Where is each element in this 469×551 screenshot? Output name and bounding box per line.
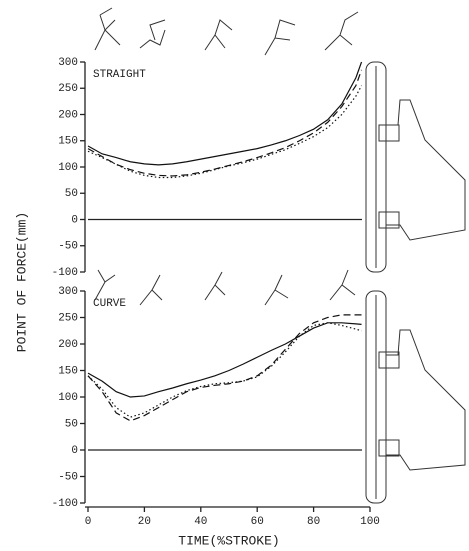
line-series bbox=[87, 69, 363, 177]
line-series bbox=[87, 61, 363, 166]
y-tick-label: 150 bbox=[58, 365, 78, 377]
y-tick-label: -50 bbox=[58, 471, 78, 483]
x-axis-label: TIME(%STROKE) bbox=[178, 533, 279, 548]
y-tick-label: -100 bbox=[52, 267, 78, 279]
panel-title: STRAIGHT bbox=[93, 69, 146, 81]
x-tick-label: 40 bbox=[194, 516, 207, 528]
panel-title: CURVE bbox=[93, 298, 126, 310]
line-series bbox=[87, 322, 362, 418]
y-tick-label: 300 bbox=[58, 57, 78, 69]
y-tick-label: 250 bbox=[58, 83, 78, 95]
y-tick-label: -100 bbox=[52, 498, 78, 510]
line-series bbox=[87, 85, 363, 179]
y-tick-label: 50 bbox=[65, 418, 78, 430]
y-tick-label: 250 bbox=[58, 312, 78, 324]
blade-drawings bbox=[365, 61, 466, 504]
x-tick-label: 100 bbox=[360, 516, 380, 528]
y-tick-label: 0 bbox=[71, 214, 78, 226]
line-series bbox=[87, 322, 362, 398]
y-tick-label: 100 bbox=[58, 162, 78, 174]
x-tick-label: 0 bbox=[85, 516, 92, 528]
y-tick-label: 100 bbox=[58, 392, 78, 404]
x-tick-label: 20 bbox=[138, 516, 151, 528]
y-tick-label: 200 bbox=[58, 339, 78, 351]
skater-figures bbox=[94, 7, 359, 306]
y-tick-label: 200 bbox=[58, 109, 78, 121]
y-tick-label: 50 bbox=[65, 188, 78, 200]
y-tick-label: 150 bbox=[58, 136, 78, 148]
x-tick-label: 80 bbox=[307, 516, 320, 528]
y-tick-label: 0 bbox=[71, 445, 78, 457]
y-tick-label: -50 bbox=[58, 241, 78, 253]
line-series bbox=[87, 314, 362, 422]
y-axis-label: POINT OF FORCE(mm) bbox=[14, 212, 29, 352]
y-tick-label: 300 bbox=[58, 286, 78, 298]
x-tick-label: 60 bbox=[251, 516, 264, 528]
